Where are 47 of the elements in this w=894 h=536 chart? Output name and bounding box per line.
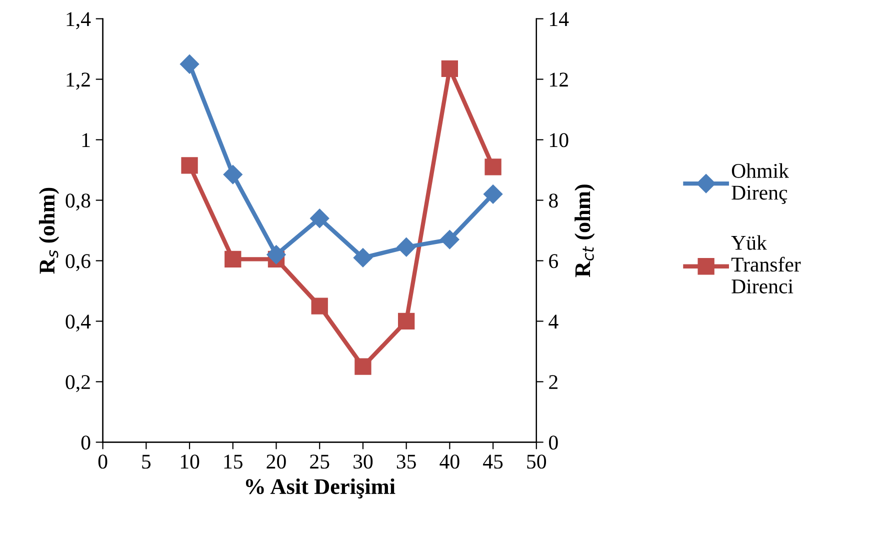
y-tick-label: 0,8 (66, 194, 90, 211)
y2-tick-label: 2 (549, 375, 558, 389)
legend-label: Yük Transfer Direnci (731, 235, 801, 294)
point (484, 184, 503, 204)
y-tick-label: 1,4 (66, 12, 91, 30)
point (224, 250, 242, 268)
y-tick-label: 0,4 (66, 314, 91, 332)
point (180, 54, 200, 74)
x-tick-label: 35 (396, 454, 416, 469)
x-tick-label: 30 (354, 454, 373, 469)
point (440, 230, 460, 250)
x-tick-label: 50 (527, 454, 546, 469)
y2-tick-label: 8 (549, 194, 558, 208)
point (396, 238, 416, 257)
legend-label: Ohmik Direnç (732, 163, 789, 204)
y2-tick-label: 12 (550, 72, 568, 86)
y-tick-label: 0,6 (66, 254, 90, 272)
y-tick-label: 1 (82, 133, 90, 147)
point (181, 157, 198, 174)
x-tick-label: 20 (266, 454, 286, 469)
x-tick-label: 10 (180, 454, 200, 469)
x-tick-label: 40 (440, 454, 460, 469)
point (484, 158, 502, 176)
x-tick-label: 25 (310, 454, 330, 469)
point (353, 248, 372, 268)
y2-tick-label: 0 (549, 436, 558, 450)
y2-axis-title: R$_{ct}$ (ohm) (574, 184, 595, 278)
point (441, 60, 458, 77)
point (311, 298, 328, 314)
point (223, 164, 242, 184)
x-tick-label: 15 (224, 454, 242, 469)
x-tick-label: 0 (98, 454, 108, 469)
point (398, 312, 415, 330)
x-tick-label: 45 (483, 454, 503, 469)
point (266, 245, 286, 264)
y2-tick-label: 6 (549, 254, 558, 268)
point (354, 358, 372, 375)
y2-tick-label: 4 (548, 314, 558, 328)
y-tick-label: 1,2 (66, 72, 90, 90)
x-tick-label: 5 (142, 454, 151, 469)
y-tick-label: 0 (81, 436, 90, 450)
point (310, 208, 330, 228)
x-axis-title: % Asit Derişimi (246, 478, 396, 498)
y-tick-label: 0,2 (66, 375, 90, 392)
y2-tick-label: 10 (550, 133, 568, 148)
y2-tick-label: 14 (550, 12, 569, 26)
y-axis-title: R$_{s}$ (ohm) (38, 188, 60, 274)
